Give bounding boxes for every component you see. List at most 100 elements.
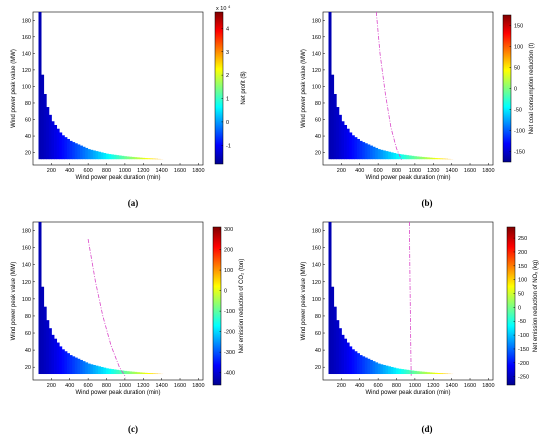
heatmap-cell (48, 328, 52, 375)
heatmap-cell (432, 372, 436, 375)
heatmap-cell (56, 342, 60, 375)
x-tick-label: 1000 (409, 383, 421, 389)
heatmap-cell (406, 369, 410, 375)
heatmap-cell (87, 149, 91, 160)
heatmap-cell (341, 334, 345, 375)
colorbar-tick-label: -200 (518, 361, 529, 367)
heatmap-cell (354, 137, 358, 160)
heatmap-cell (328, 12, 332, 160)
heatmap-cell (411, 370, 415, 375)
x-tick-label: 200 (47, 383, 56, 389)
heatmap-cell (439, 158, 443, 160)
heatmap-cell (100, 366, 104, 375)
heatmap-cell (152, 373, 156, 375)
heatmap-cell (341, 121, 345, 160)
heatmap-cell (85, 362, 89, 375)
heatmap-cell (118, 370, 122, 375)
heatmap-cell (69, 140, 73, 160)
heatmap-cell (434, 372, 438, 375)
panel-4: 200 400 600 800 1000 1200 1400 1600 180020406080… (301, 221, 539, 434)
heatmap-cell (398, 368, 402, 375)
colorbar-tick-label: 100 (514, 45, 523, 51)
heatmap-region (38, 12, 164, 160)
colorbar-tick-label: 200 (224, 248, 233, 254)
x-axis-label: Wind power peak duration (min) (75, 390, 160, 396)
heatmap-cell (59, 346, 63, 375)
y-tick-label: 60 (25, 331, 31, 337)
heatmap-cell (416, 156, 420, 160)
x-tick-label: 200 (337, 168, 346, 174)
heatmap-cell (424, 157, 428, 160)
x-axis-label: Wind power peak duration (min) (365, 390, 450, 396)
heatmap-cell (331, 74, 335, 160)
y-tick-label: 160 (312, 246, 321, 252)
heatmap-cell (69, 355, 73, 375)
x-tick-label: 1800 (192, 168, 204, 174)
colorbar-label: Net emission reduction of NOₓ (kg) (533, 260, 539, 352)
heatmap-cell (338, 114, 342, 160)
colorbar-tick-label: 4 (226, 26, 229, 32)
x-tick-label: 1600 (464, 168, 476, 174)
heatmap-cell (64, 351, 68, 375)
heatmap-region (38, 222, 164, 375)
heatmap-cell (95, 365, 99, 375)
heatmap-cell (344, 125, 348, 160)
colorbar-tick-label: 0 (514, 87, 517, 93)
y-tick-label: 140 (312, 263, 321, 269)
colorbar-tick-label: -100 (514, 129, 525, 135)
y-tick-label: 60 (315, 331, 321, 337)
y-tick-label: 20 (25, 365, 31, 371)
heatmap-cell (424, 371, 428, 375)
colorbar-tick-label: 100 (518, 278, 527, 284)
colorbar-tick-label: 150 (514, 24, 523, 30)
x-tick-label: 200 (337, 383, 346, 389)
heatmap-cell (61, 349, 65, 375)
colorbar-tick-label: 0 (224, 289, 227, 295)
y-tick-label: 180 (312, 229, 321, 235)
heatmap-cell (54, 338, 58, 375)
colorbar-tick-label: 150 (518, 264, 527, 270)
heatmap-cell (134, 157, 138, 160)
y-tick-label: 20 (315, 151, 321, 157)
y-tick-label: 80 (315, 101, 321, 107)
heatmap-cell (429, 372, 433, 375)
x-tick-label: 1400 (446, 168, 458, 174)
heatmap-cell (393, 367, 397, 375)
x-tick-label: 1000 (119, 383, 131, 389)
colorbar-tick-label: -150 (518, 347, 529, 353)
heatmap-cell (385, 151, 389, 160)
x-axis-label: Wind power peak duration (min) (365, 175, 450, 181)
x-tick-label: 800 (392, 168, 401, 174)
heatmap-cell (369, 145, 373, 160)
y-tick-label: 140 (312, 51, 321, 57)
x-tick-label: 800 (102, 168, 111, 174)
heatmap-cell (92, 150, 96, 160)
y-tick-label: 120 (22, 68, 31, 74)
heatmap-cell (51, 121, 55, 160)
heatmap-cell (434, 158, 438, 160)
heatmap-region (328, 222, 454, 375)
x-axis-label: Wind power peak duration (min) (75, 175, 160, 181)
heatmap-cell (362, 356, 366, 375)
heatmap-cell (437, 158, 441, 160)
heatmap-cell (331, 286, 335, 375)
y-tick-label: 20 (315, 365, 321, 371)
heatmap-cell (41, 286, 45, 375)
colorbar-tick-label: 0 (226, 120, 229, 126)
heatmap-cell (118, 155, 122, 160)
heatmap-cell (108, 368, 112, 375)
colorbar-tick-label: 2 (226, 73, 229, 79)
y-axis-label: Wind power peak value (MW) (301, 262, 307, 341)
heatmap-cell (419, 156, 423, 160)
panel-3: 200 400 600 800 1000 1200 1400 1600 180020406080… (11, 221, 245, 434)
heatmap-cell (351, 349, 355, 375)
heatmap-cell (147, 158, 151, 160)
colorbar-tick-label: 0 (518, 305, 521, 311)
heatmap-cell (442, 158, 446, 160)
x-tick-label: 1800 (192, 383, 204, 389)
breakeven-line (375, 11, 403, 162)
x-tick-label: 1200 (427, 383, 439, 389)
heatmap-cell (110, 154, 114, 160)
heatmap-cell (103, 153, 107, 160)
